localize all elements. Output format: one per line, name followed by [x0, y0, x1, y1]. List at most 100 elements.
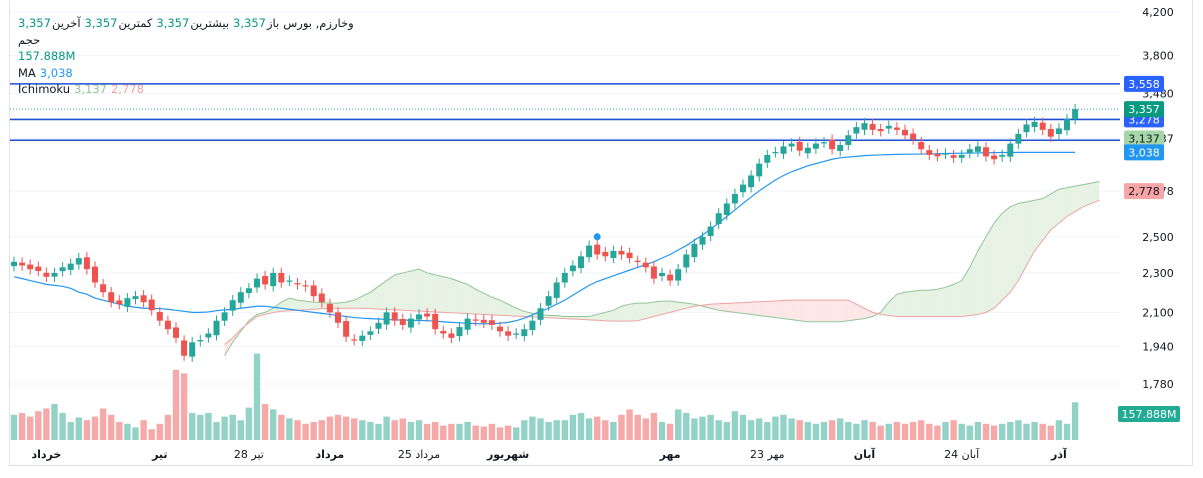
high-value: 3,357 [156, 16, 190, 30]
candle-body [659, 272, 665, 277]
candle-body [75, 258, 82, 265]
candle [318, 288, 325, 308]
candle [861, 117, 868, 135]
candle [310, 280, 317, 302]
candle [116, 295, 123, 310]
volume-bar [1055, 420, 1063, 440]
candle-body [618, 250, 625, 255]
cloud-segment [394, 272, 403, 311]
volume-bar [666, 423, 674, 440]
candle-body [877, 128, 884, 132]
cloud-segment [1091, 181, 1100, 204]
candle [100, 279, 107, 298]
candle-body [351, 339, 358, 341]
candle [1064, 113, 1070, 136]
candle [553, 277, 560, 304]
candle-body [1023, 124, 1030, 133]
candle [335, 307, 341, 329]
candle-body [254, 278, 260, 288]
candle [764, 149, 771, 168]
x-axis-labels: خرداد تیر 28 تیر مرداد 25 مرداد شهریور مهر 23 م… [31, 447, 1067, 461]
low-label: کمترین [118, 16, 153, 30]
candle-body [213, 320, 220, 336]
volume-bar [172, 369, 180, 440]
ma-row[interactable]: MA 3,038 [18, 65, 354, 82]
candle-body [326, 303, 333, 313]
volume-bar [91, 416, 99, 440]
candle [480, 314, 487, 329]
candle-body [610, 250, 617, 259]
candle-body [1015, 133, 1022, 144]
volume-bar [772, 416, 779, 440]
volume-bar [464, 422, 471, 440]
volume-bar [1031, 422, 1038, 440]
symbol-name[interactable]: وخارزم, بورس [283, 16, 354, 30]
candle-body [950, 155, 957, 158]
candle-body [748, 175, 755, 188]
volume-bar [504, 425, 512, 440]
candle-body [537, 308, 544, 320]
volume-bar [359, 420, 366, 440]
volume-bar [164, 414, 172, 440]
candle [829, 134, 836, 155]
volume-bar [658, 422, 666, 440]
candle [424, 308, 431, 322]
candle [893, 122, 900, 136]
volume-badge-bg [1118, 406, 1180, 422]
cloud-segment [475, 289, 484, 315]
candle [561, 267, 568, 288]
x-tick-label: مهر [659, 448, 681, 461]
candle-body [740, 184, 746, 193]
volume-bar [51, 404, 58, 440]
cloud-segment [921, 290, 930, 317]
candle-body [59, 267, 66, 272]
cloud-segment [743, 302, 752, 315]
volume-bar [1047, 425, 1054, 440]
candle-body [715, 213, 722, 224]
volume-bar [909, 422, 917, 440]
candle [472, 314, 479, 326]
candle-body [1039, 122, 1046, 130]
candle [278, 267, 285, 288]
candle-body [124, 298, 131, 307]
candle-body [148, 299, 155, 311]
price-badge-span-b: 2,778 [1124, 183, 1164, 200]
volume-bar [999, 423, 1006, 440]
volume-bar [310, 422, 317, 440]
candle [132, 290, 139, 305]
candle-body [359, 335, 366, 341]
volume-bar [351, 418, 358, 440]
candle-body [156, 312, 163, 321]
candle-body [43, 272, 50, 277]
candle [359, 330, 366, 347]
volume-bar [820, 422, 828, 440]
ichimoku-row[interactable]: Ichimoku 3,137 2,778 [18, 81, 354, 98]
candle-body [821, 142, 827, 144]
candle-body [934, 154, 941, 157]
candle [108, 287, 115, 308]
candle-body [991, 155, 998, 160]
volume-bar [853, 423, 860, 440]
cloud-segment [1018, 201, 1027, 281]
volume-bar [626, 409, 633, 440]
candle-body [569, 265, 576, 272]
volume-bar [27, 416, 34, 440]
candles [11, 103, 1079, 362]
candle [942, 148, 949, 160]
candle [731, 188, 738, 209]
volume-bar [691, 418, 698, 440]
candle [537, 303, 544, 326]
candle-body [780, 146, 787, 154]
volume-bar [934, 425, 941, 440]
candle [634, 255, 641, 268]
candle [43, 267, 50, 282]
candle-body [691, 243, 698, 258]
volume-bar [245, 407, 253, 440]
volume-bar [594, 416, 601, 440]
volume-bar [513, 427, 520, 440]
candle [92, 261, 98, 288]
volume-value-row: 157.888M [18, 48, 354, 65]
cloud-segment [621, 304, 630, 322]
candle [966, 144, 973, 159]
